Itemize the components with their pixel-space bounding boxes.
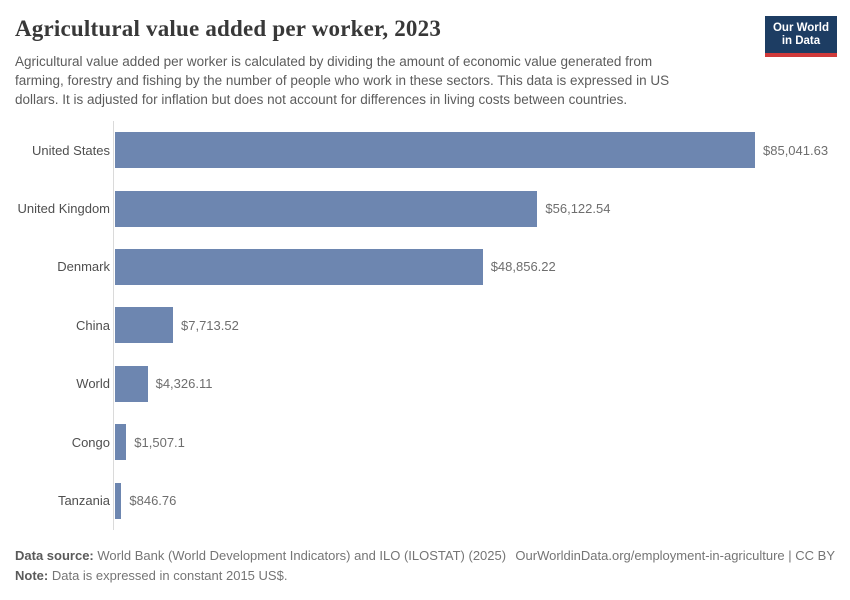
bar-value-label: $1,507.1 — [134, 434, 185, 450]
bar-track: $7,713.52 — [113, 296, 850, 355]
subtitle-line: Agricultural value added per worker is c… — [15, 54, 653, 69]
category-label: China — [76, 317, 110, 333]
footer-source-label: Data source: — [15, 547, 94, 563]
bar-value-label: $56,122.54 — [545, 201, 611, 217]
bar-value-label: $48,856.22 — [490, 259, 556, 275]
chart-header: Agricultural value added per worker, 202… — [0, 0, 850, 109]
category-label: World — [76, 376, 110, 392]
category-label: United States — [31, 142, 110, 158]
subtitle-line: dollars. It is adjusted for inflation bu… — [15, 92, 628, 107]
bar[interactable] — [115, 365, 148, 402]
owid-logo: Our World in Data — [764, 16, 837, 57]
category-label: Denmark — [57, 259, 110, 275]
footer-note-label: Note: — [15, 567, 49, 583]
footer-note-line: Note: Data is expressed in constant 2015… — [15, 567, 835, 585]
bar[interactable] — [115, 132, 755, 169]
bar-track: $846.76 — [113, 471, 850, 530]
chart-rows: United States $85,041.63 United Kingdom $56… — [0, 121, 850, 530]
bar[interactable] — [115, 424, 127, 461]
footer-source-line: Data source: World Bank (World Developme… — [15, 547, 835, 565]
bar[interactable] — [115, 190, 538, 227]
chart-row: Tanzania $846.76 — [0, 471, 850, 530]
footer-citation-link[interactable]: OurWorldinData.org/employment-in-agricul… — [515, 547, 835, 563]
chart-row: Congo $1,507.1 — [0, 412, 850, 472]
bar-track: $4,326.11 — [113, 354, 850, 413]
owid-logo-line2: in Data — [781, 35, 821, 47]
page-title: Agricultural value added per worker, 202… — [15, 16, 442, 41]
chart-footer: Data source: World Bank (World Developme… — [0, 530, 850, 585]
category-label: Tanzania — [57, 493, 110, 509]
footer-note-text: Data is expressed in constant 2015 US$. — [51, 567, 288, 583]
chart-row: China $7,713.52 — [0, 296, 850, 355]
chart-row: World $4,326.11 — [0, 354, 850, 413]
bar-chart: United States $85,041.63 United Kingdom $56… — [0, 121, 850, 530]
bar-value-label: $846.76 — [129, 493, 177, 509]
chart-row: Denmark $48,856.22 — [0, 237, 850, 297]
bar-track: $48,856.22 — [113, 237, 850, 297]
bar-track: $1,507.1 — [113, 412, 850, 472]
chart-row: United Kingdom $56,122.54 — [0, 179, 850, 238]
owid-logo-line1: Our World — [772, 22, 829, 34]
bar-track: $56,122.54 — [113, 179, 850, 238]
bar-value-label: $7,713.52 — [181, 317, 239, 333]
bar[interactable] — [115, 248, 483, 285]
footer-source: Data source: World Bank (World Developme… — [15, 547, 506, 565]
bar-track: $85,041.63 — [113, 121, 850, 180]
chart-subtitle: Agricultural value added per worker is c… — [15, 52, 760, 109]
bar[interactable] — [115, 307, 173, 344]
bar[interactable] — [115, 482, 122, 519]
subtitle-line: farming, forestry and fishing by the num… — [15, 73, 670, 88]
category-label: United Kingdom — [17, 201, 111, 217]
bar-value-label: $85,041.63 — [763, 142, 829, 158]
bar-value-label: $4,326.11 — [155, 376, 213, 392]
category-label: Congo — [71, 434, 110, 450]
footer-source-text: World Bank (World Development Indicators… — [97, 547, 507, 563]
chart-row: United States $85,041.63 — [0, 121, 850, 180]
